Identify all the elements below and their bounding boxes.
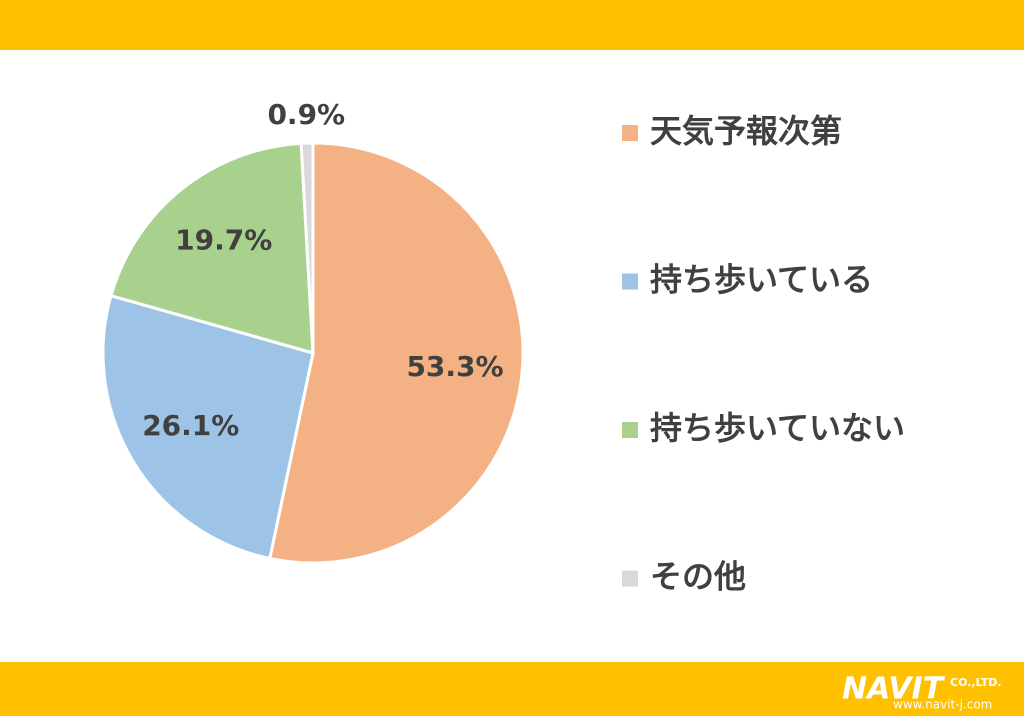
bottom-band xyxy=(0,662,1024,716)
pie-slice xyxy=(267,141,525,565)
pie-slice xyxy=(299,141,315,354)
company: CO.,LTD. xyxy=(950,676,1002,689)
data-label: 19.7% xyxy=(175,224,272,257)
pie-slice xyxy=(109,141,315,356)
legend-label: その他 xyxy=(650,558,746,596)
legend-swatch xyxy=(622,125,638,141)
legend-swatch xyxy=(622,570,638,587)
data-label: 26.1% xyxy=(142,409,239,442)
url: www.navit-j.com xyxy=(893,698,992,712)
pie-slice xyxy=(101,293,315,561)
legend-label: 持ち歩いていない xyxy=(650,409,905,447)
data-label: 53.3% xyxy=(406,350,503,383)
legend-swatch xyxy=(622,422,638,438)
legend-swatch xyxy=(622,273,638,290)
legend-label: 天気予報次第 xyxy=(650,112,842,150)
legend-label: 持ち歩いている xyxy=(650,261,873,299)
top-band xyxy=(0,0,1024,50)
brand: NAVIT xyxy=(842,672,946,707)
data-label: 0.9% xyxy=(267,98,345,131)
